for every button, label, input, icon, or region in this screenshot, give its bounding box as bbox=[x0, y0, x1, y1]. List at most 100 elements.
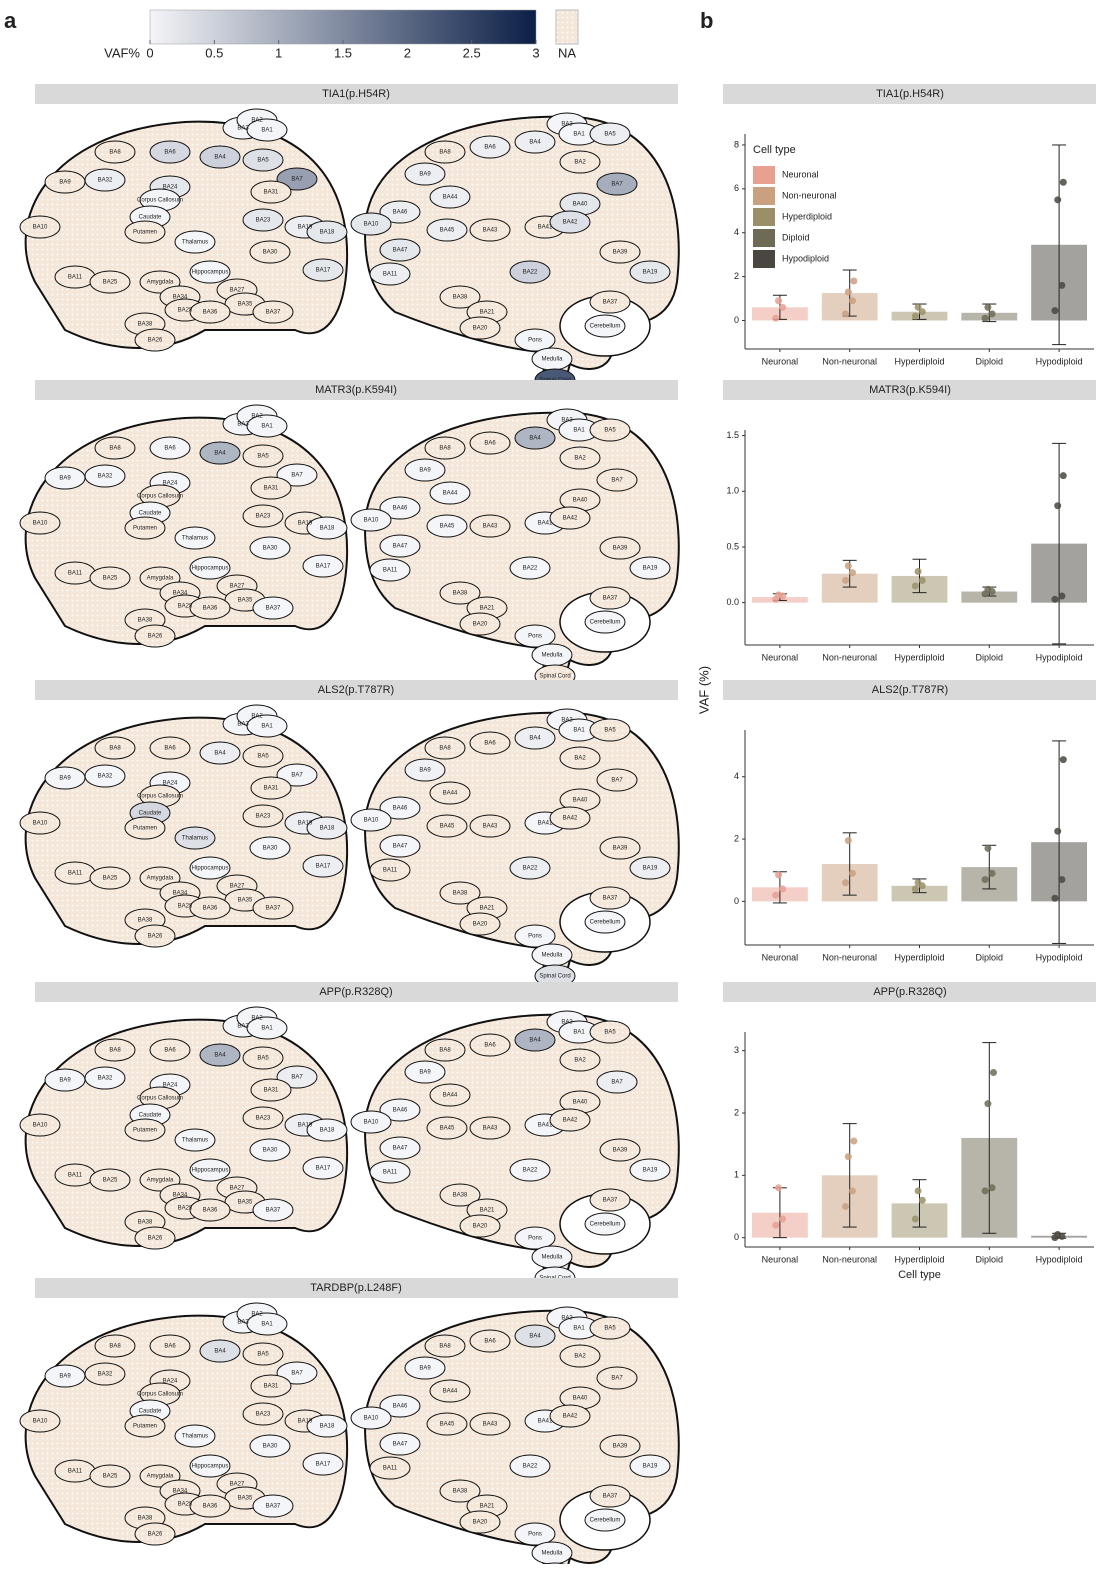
region-label: Amygdala bbox=[147, 1178, 174, 1184]
region-label: BA36 bbox=[203, 606, 218, 612]
y-tick-label: 0.0 bbox=[726, 597, 739, 607]
region-label: Pons bbox=[528, 338, 542, 344]
point bbox=[842, 310, 849, 317]
region-label: Putamen bbox=[133, 526, 157, 532]
region-label: Thalamus bbox=[182, 536, 208, 542]
region-label: BA5 bbox=[604, 1326, 616, 1332]
region-label: BA20 bbox=[473, 922, 488, 928]
region-label: BA47 bbox=[393, 248, 408, 254]
region-label: BA6 bbox=[164, 150, 176, 156]
x-tick-label: Neuronal bbox=[762, 652, 799, 662]
point bbox=[1060, 756, 1067, 763]
y-tick-label: 1.0 bbox=[726, 486, 739, 496]
colorbar-tick-label: 2.5 bbox=[463, 45, 481, 60]
point bbox=[845, 562, 852, 569]
region-label: BA37 bbox=[603, 300, 618, 306]
x-tick-label: Non-neuronal bbox=[822, 652, 877, 662]
region-label: BA40 bbox=[573, 498, 588, 504]
legend-swatch bbox=[753, 166, 775, 184]
region-label: BA9 bbox=[59, 776, 71, 782]
region-label: BA8 bbox=[439, 446, 451, 452]
region-label: BA10 bbox=[364, 1416, 379, 1422]
x-tick-label: Hyperdiploid bbox=[894, 1254, 944, 1264]
legend-label: Hypodiploid bbox=[782, 253, 829, 263]
point bbox=[912, 313, 919, 320]
region-label: BA21 bbox=[480, 310, 495, 316]
region-label: BA10 bbox=[364, 1120, 379, 1126]
region-label: BA35 bbox=[238, 898, 253, 904]
region-label: BA27 bbox=[230, 288, 245, 294]
point bbox=[919, 1197, 926, 1204]
region-label: Cerebellum bbox=[590, 324, 621, 330]
x-tick-label: Diploid bbox=[976, 652, 1004, 662]
x-axis-title: Cell type bbox=[898, 1269, 941, 1281]
region-label: BA7 bbox=[291, 1371, 303, 1377]
region-label: BA26 bbox=[148, 1236, 163, 1242]
region-label: BA36 bbox=[203, 906, 218, 912]
region-label: BA6 bbox=[484, 441, 496, 447]
point bbox=[984, 1100, 991, 1107]
region-label: BA3 bbox=[237, 1320, 249, 1326]
region-label: BA2 bbox=[574, 456, 586, 462]
point bbox=[915, 304, 922, 311]
region-label: BA41 bbox=[538, 1419, 553, 1425]
x-tick-label: Hyperdiploid bbox=[894, 952, 944, 962]
point bbox=[842, 577, 849, 584]
region-label: BA36 bbox=[203, 1208, 218, 1214]
region-label: BA43 bbox=[483, 524, 498, 530]
region-label: BA25 bbox=[103, 876, 118, 882]
region-label: BA30 bbox=[263, 250, 278, 256]
region-label: BA27 bbox=[230, 584, 245, 590]
region-label: BA32 bbox=[98, 1076, 113, 1082]
region-label: BA10 bbox=[33, 821, 48, 827]
region-label: BA6 bbox=[484, 145, 496, 151]
legend-label: Hyperdiploid bbox=[782, 211, 832, 221]
point bbox=[845, 1153, 852, 1160]
region-label: BA10 bbox=[33, 1419, 48, 1425]
region-label: BA2 bbox=[574, 756, 586, 762]
point bbox=[919, 577, 926, 584]
region-label: BA37 bbox=[266, 606, 281, 612]
figure: a b VAF% NA VAF (%) 00.511.522.53TIA1(p.… bbox=[0, 0, 1096, 1564]
region-label: BA37 bbox=[603, 596, 618, 602]
region-label: BA3 bbox=[237, 422, 249, 428]
region-label: BA8 bbox=[439, 150, 451, 156]
region-label: BA32 bbox=[98, 178, 113, 184]
chart-title: TIA1(p.H54R) bbox=[876, 88, 944, 100]
region-label: BA8 bbox=[439, 1344, 451, 1350]
region-label: Spinal Cord bbox=[539, 674, 570, 680]
region-label: BA31 bbox=[264, 786, 279, 792]
region-label: BA11 bbox=[383, 272, 398, 278]
region-label: BA19 bbox=[298, 821, 313, 827]
x-tick-label: Hyperdiploid bbox=[894, 356, 944, 366]
region-label: BA18 bbox=[320, 826, 335, 832]
region-label: BA28 bbox=[178, 1502, 193, 1508]
region-label: BA17 bbox=[316, 1462, 331, 1468]
region-label: BA41 bbox=[538, 821, 553, 827]
region-label: BA35 bbox=[238, 1496, 253, 1502]
region-label: BA1 bbox=[261, 724, 273, 730]
y-tick-label: 0.5 bbox=[726, 541, 739, 551]
region-label: Corpus Callosum bbox=[137, 794, 183, 800]
region-label: BA36 bbox=[203, 310, 218, 316]
region-label: BA6 bbox=[164, 1344, 176, 1350]
y-tick-label: 6 bbox=[734, 183, 739, 193]
region-label: BA25 bbox=[103, 576, 118, 582]
point bbox=[845, 288, 852, 295]
region-label: BA18 bbox=[320, 526, 335, 532]
region-label: BA21 bbox=[480, 606, 495, 612]
region-label: BA3 bbox=[561, 418, 573, 424]
region-label: BA8 bbox=[109, 1048, 121, 1054]
region-label: BA11 bbox=[68, 275, 83, 281]
y-tick-label: 3 bbox=[734, 1045, 739, 1055]
point bbox=[849, 870, 856, 877]
point bbox=[842, 879, 849, 886]
region-label: BA22 bbox=[523, 270, 538, 276]
point bbox=[915, 568, 922, 575]
na-label: NA bbox=[558, 45, 576, 60]
point bbox=[849, 297, 856, 304]
region-label: BA5 bbox=[604, 132, 616, 138]
region-label: BA9 bbox=[419, 1070, 431, 1076]
region-label: Amygdala bbox=[147, 876, 174, 882]
